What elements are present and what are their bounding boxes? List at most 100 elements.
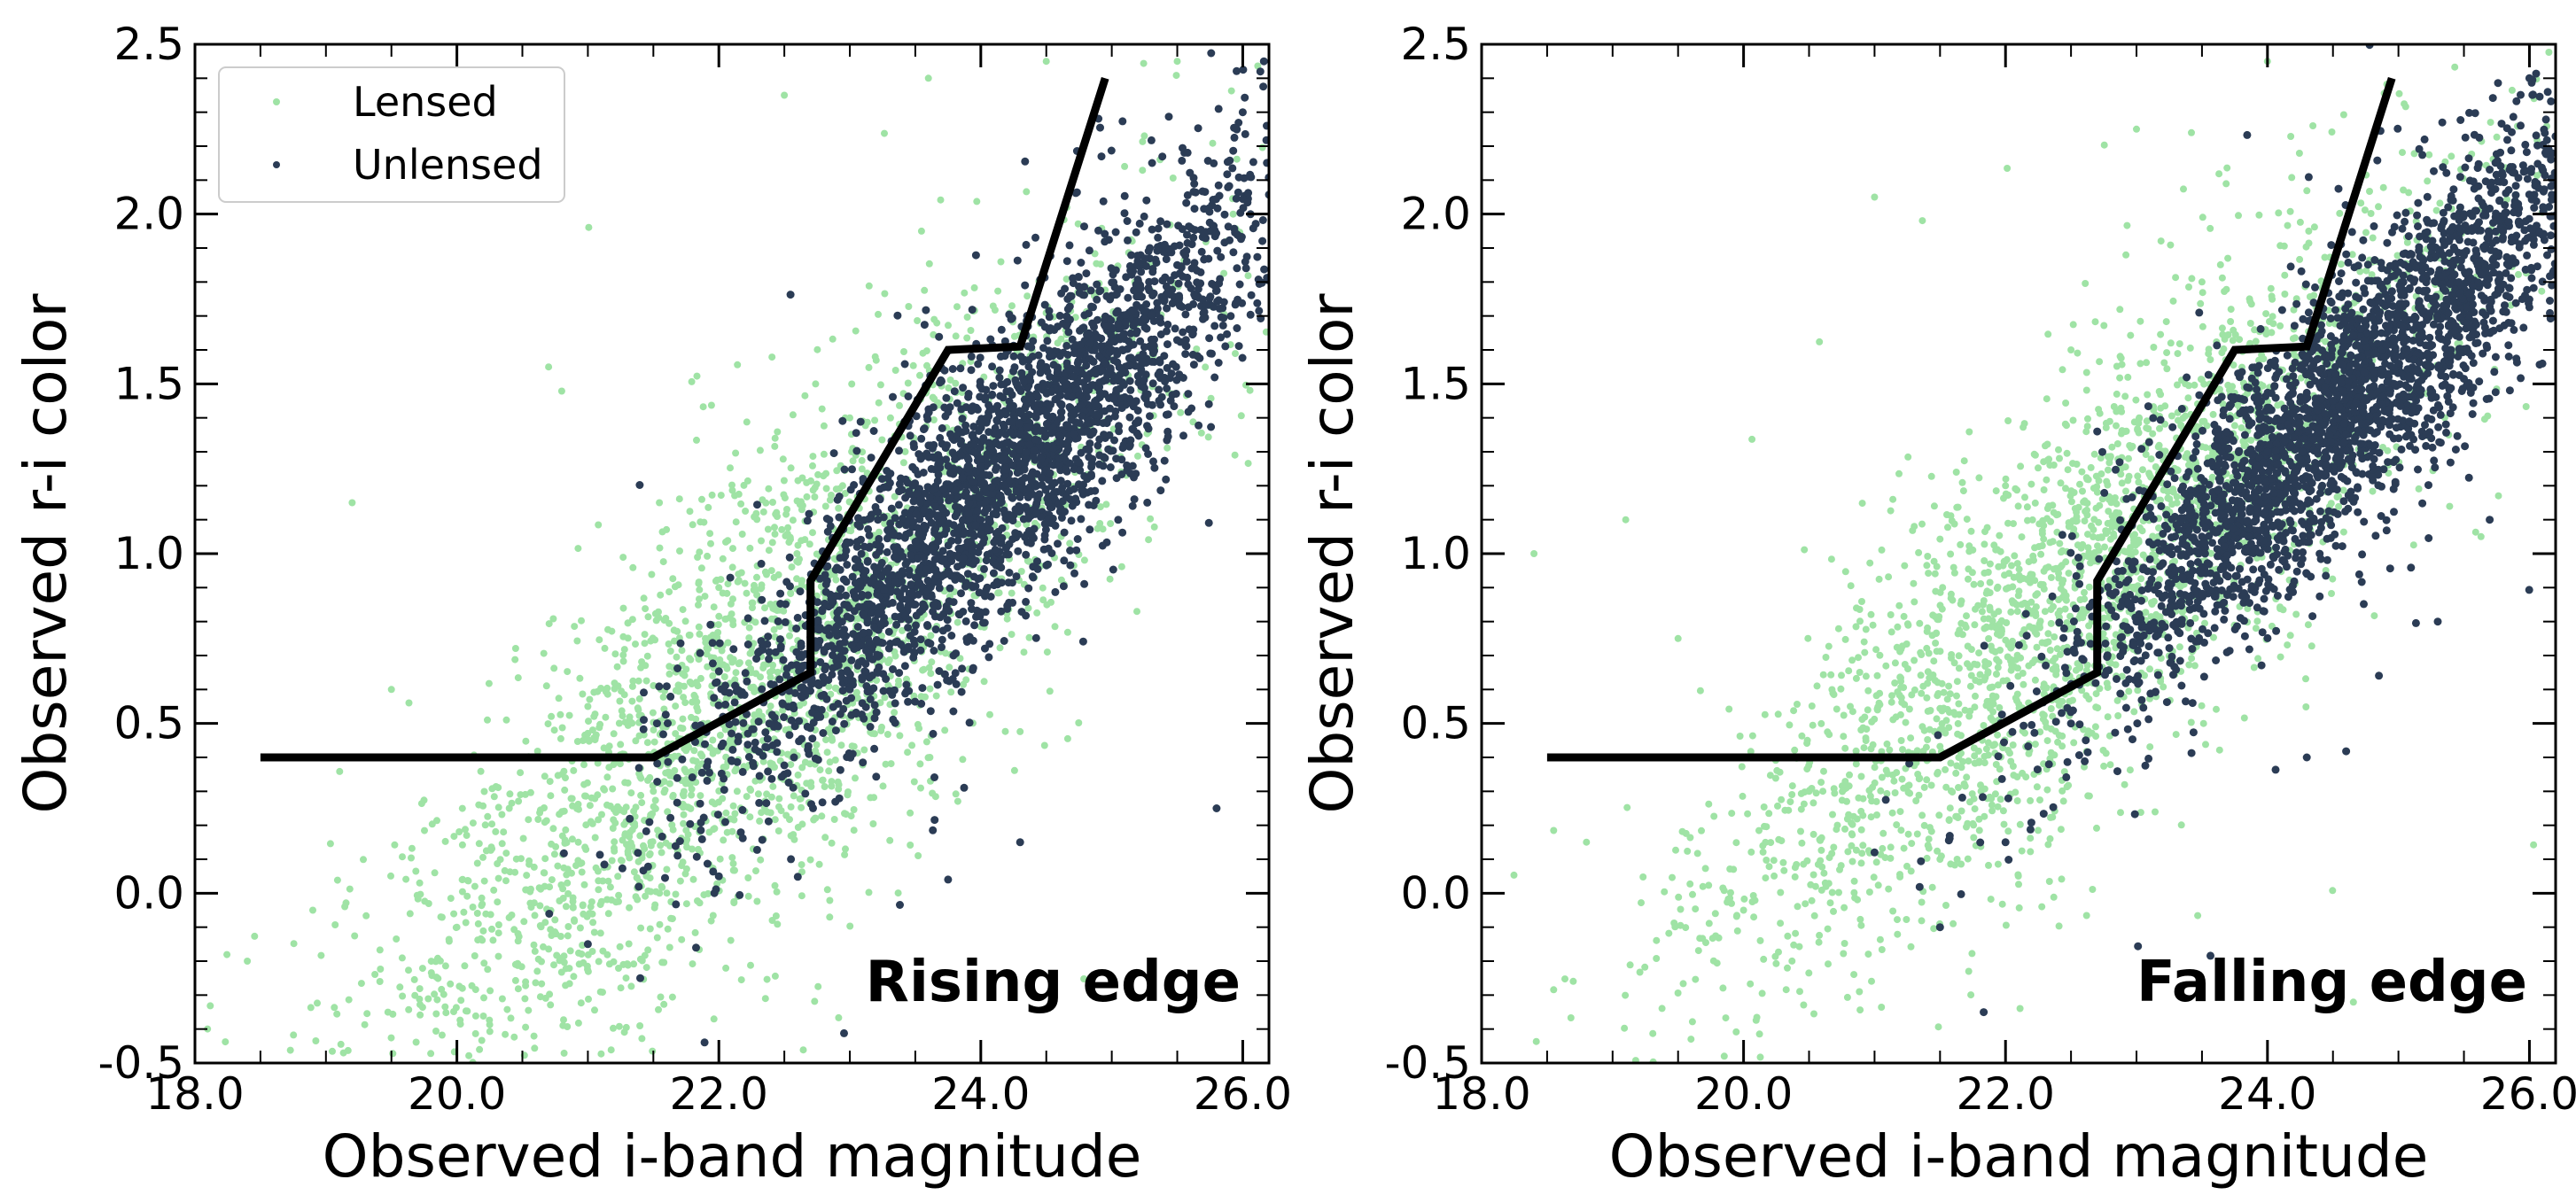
data-point [1086,525,1094,534]
data-point [1130,495,1139,504]
data-point [789,516,797,524]
data-point [494,921,502,928]
data-point [984,653,993,662]
data-point [946,376,954,384]
data-point [1063,305,1072,314]
data-point [849,457,857,465]
data-point [722,809,730,817]
data-point [758,537,765,545]
data-point [843,561,852,569]
data-point [1137,369,1146,376]
data-point [1140,212,1148,221]
data-point [762,799,771,808]
data-point [722,964,730,972]
data-point [706,620,715,629]
data-point [721,818,729,826]
data-point [477,767,485,775]
data-point [785,553,794,562]
data-point [808,708,817,717]
data-point [1200,205,1209,213]
data-point [837,741,845,749]
data-point [936,433,945,442]
data-point [558,832,566,840]
data-point [533,748,541,755]
data-point [1040,300,1049,309]
data-point [1062,341,1071,350]
data-point [695,579,703,587]
data-point [776,589,785,598]
data-point [571,917,579,925]
data-point [696,899,704,907]
data-point [634,677,642,685]
data-point [1117,563,1125,570]
data-point [1112,454,1121,463]
data-point [798,764,806,772]
data-point [817,705,826,714]
data-point [673,773,681,782]
data-point [743,418,751,426]
data-point [1017,476,1026,485]
data-point [514,674,522,682]
data-point [1024,491,1033,500]
data-point [801,392,809,400]
data-point [948,365,957,373]
data-point [1083,330,1091,339]
data-point [841,850,849,858]
data-point [405,699,413,707]
data-point [1066,539,1074,547]
data-point [850,806,858,813]
data-point [807,477,814,485]
data-point [1054,539,1062,548]
data-point [938,635,946,644]
data-point [682,747,690,755]
data-point [957,589,965,598]
data-point [1189,233,1198,242]
data-point [1134,452,1141,460]
data-point [807,782,815,790]
data-point [1039,545,1048,554]
data-point [1244,460,1252,468]
data-point [610,1024,617,1032]
data-point [986,335,995,344]
data-point [568,795,576,803]
data-point [988,489,997,498]
data-point [431,990,439,998]
data-point [1148,357,1156,366]
data-point [1042,561,1051,570]
data-point [798,734,805,743]
data-point [1168,299,1177,307]
data-point [721,726,729,733]
data-point [1190,205,1199,213]
data-point [842,845,849,853]
data-point [777,807,785,815]
data-point [1009,352,1018,361]
data-point [655,682,664,691]
data-point [923,576,932,585]
data-point [1193,278,1202,287]
data-point [790,792,798,800]
data-point [672,702,680,710]
data-point [1197,429,1205,437]
data-point [484,966,492,974]
data-point [922,738,930,746]
data-point [726,573,735,582]
data-point [1140,343,1148,352]
data-point [1155,385,1163,394]
data-point [806,760,814,768]
data-point [1022,611,1031,620]
data-point [1237,235,1245,244]
data-point [627,789,635,797]
data-point [1092,496,1101,505]
data-point [584,951,592,958]
data-point [690,747,698,755]
data-point [453,923,461,931]
data-point [864,524,873,533]
data-point [728,481,735,489]
data-point [716,855,724,863]
data-point [1148,159,1156,167]
data-point [1258,216,1267,224]
data-point [1178,225,1187,234]
data-point [767,710,776,719]
data-point [826,758,834,766]
data-point [727,936,735,944]
